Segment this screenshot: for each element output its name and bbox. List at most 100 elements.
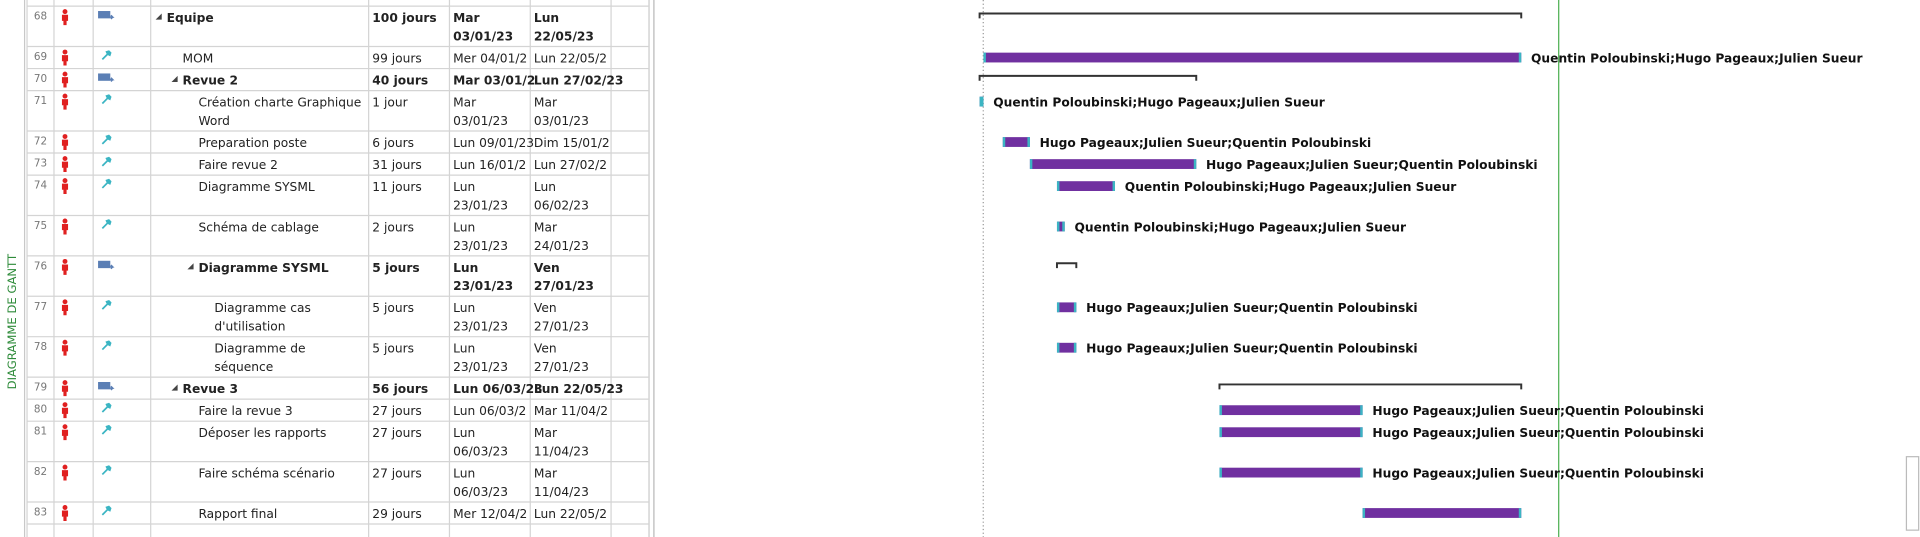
cell-text: 23/01/23 (453, 239, 508, 253)
cell-text: Lun 27/02/23 (534, 73, 624, 87)
task-row[interactable]: 81 Déposer les rapports 27 jours Lun 06/03/2… (34, 424, 589, 458)
task-row[interactable]: 77 Diagramme cas d'utilisation 5 jours Lun 23… (34, 299, 589, 334)
cell-text: 27/01/23 (534, 320, 589, 334)
task-row[interactable]: 83 Rapport final 29 jours Mer 12/04/2 Lun 22… (34, 505, 607, 521)
collapse-toggle (171, 75, 178, 83)
resource-icon (61, 183, 69, 195)
resource-icon (61, 345, 69, 356)
cell-text: Déposer les rapports (198, 426, 326, 440)
task-bar-start (1219, 405, 1222, 416)
task-bar-start (1056, 221, 1060, 232)
cell-text: 27 jours (372, 426, 421, 440)
resource-icon (62, 299, 68, 305)
cell-text: Lun 09/01/23 (453, 136, 534, 150)
row-id: 73 (34, 158, 47, 170)
resource-label: Quentin Poloubinski;Hugo Pageaux;Julien … (1125, 180, 1457, 194)
cell-text: Lun 22/05/23 (534, 382, 624, 396)
task-row[interactable]: 72 Preparation poste 6 jours Lun 09/01/23 Di… (34, 134, 610, 150)
cell-text: Dim 15/01/2 (534, 136, 610, 150)
resource-icon (61, 470, 69, 481)
resource-icon (62, 71, 68, 77)
task-row[interactable]: 82 Faire schéma scénario 27 jours Lun 06/03/… (34, 464, 589, 499)
task-bar-end (1112, 181, 1116, 191)
cell-text: Lun (534, 180, 556, 194)
cell-text: 5 jours (372, 261, 419, 275)
cell-text: Lun (453, 220, 475, 234)
resource-icon (62, 49, 68, 55)
cell-text: Lun (453, 261, 478, 275)
summary-mode-icon (98, 381, 111, 390)
cell-text: Revue 3 (183, 382, 238, 396)
cell-text: d'utilisation (214, 320, 285, 334)
task-row[interactable]: 69 MOM 99 jours Mer 04/01/2 Lun 22/05/2 (34, 49, 607, 66)
task-bar (1219, 405, 1363, 416)
resource-icon (61, 429, 69, 441)
task-bar-end (1360, 467, 1363, 478)
task-bar-end (1073, 342, 1077, 353)
task-row[interactable]: 74 Diagramme SYSML 11 jours Lun 23/01/23 Lun 0… (34, 178, 589, 212)
cell-text: 5 jours (372, 301, 414, 315)
task-bar-end (1073, 302, 1077, 313)
cell-text: 11/04/23 (534, 485, 589, 499)
scrollbar[interactable] (1905, 456, 1920, 531)
row-id: 78 (34, 341, 47, 353)
task-row[interactable]: 71 Création charte Graphique Word 1 jour Mar… (34, 93, 589, 128)
cell-text: Lun 06/03/2 (453, 404, 526, 418)
cell-text: Mer 04/01/2 (453, 51, 527, 65)
cell-text: 22/05/23 (534, 29, 594, 43)
cell-text: 27/01/23 (534, 279, 594, 293)
task-bar-end (1518, 52, 1522, 63)
cell-text: 06/03/23 (453, 485, 508, 499)
cell-text: Faire revue 2 (198, 158, 277, 172)
cell-text: 23/01/23 (453, 320, 508, 334)
cell-text: 1 jour (372, 96, 408, 110)
collapse-toggle (171, 384, 178, 391)
resource-icon (62, 218, 68, 224)
cell-text: 06/02/23 (534, 198, 589, 212)
resource-icon (62, 464, 68, 470)
cell-text: 27/01/23 (534, 360, 589, 374)
task-row[interactable]: 75 Schéma de cablage 2 jours Lun 23/01/23 Mar… (34, 218, 589, 253)
row-id: 80 (34, 404, 47, 416)
cell-text: Mar (534, 426, 558, 440)
cell-text: 23/01/23 (453, 198, 508, 212)
task-row[interactable]: 78 Diagramme de séquence 5 jours Lun 23/01/23… (34, 339, 589, 374)
resource-icon (62, 505, 68, 510)
side-strip (0, 0, 25, 537)
gantt-bars: Quentin Poloubinski;Hugo Pageaux;Julien … (978, 12, 1863, 518)
resource-icon (61, 161, 69, 173)
task-bar-end (1360, 427, 1363, 438)
cell-text: Word (198, 114, 229, 128)
task-row[interactable]: 73 Faire revue 2 31 jours Lun 16/01/2 Lun 27… (34, 156, 607, 173)
cell-text: 40 jours (372, 73, 428, 87)
cell-text: Mer 12/04/2 (453, 507, 527, 521)
collapse-toggle (187, 263, 194, 270)
summary-bar (1055, 262, 1078, 269)
cell-text: MOM (183, 51, 214, 65)
cell-text: Mar (453, 96, 477, 110)
task-bar (1362, 508, 1522, 518)
cell-text: Mar 03/01/2 (453, 73, 535, 87)
view-label: DIAGRAMME DE GANTT (5, 253, 19, 389)
task-bar (1056, 181, 1116, 191)
resource-icon (61, 139, 69, 150)
task-row[interactable]: 80 Faire la revue 3 27 jours Lun 06/03/2 Mar… (34, 402, 608, 419)
resource-icon (61, 304, 69, 316)
resource-label: Quentin Poloubinski;Hugo Pageaux;Julien … (1531, 51, 1863, 65)
task-bar-start (1056, 181, 1060, 191)
cell-text: Rapport final (198, 507, 277, 521)
row-id: 69 (34, 51, 47, 63)
cell-text: 23/01/23 (453, 360, 508, 374)
task-row[interactable]: 76 Diagramme SYSML 5 jours Lun 23/01/23 Ven 27… (34, 258, 594, 293)
cell-text: Faire schéma scénario (198, 466, 334, 480)
cell-text: Lun (453, 426, 475, 440)
cell-text: 03/01/23 (453, 114, 508, 128)
resource-icon (61, 14, 69, 26)
task-bar (1219, 467, 1363, 478)
task-row[interactable]: 68 Equipe 100 jours Mar 03/01/23 Lun 22/05/23 (34, 9, 594, 43)
resource-label: Hugo Pageaux;Julien Sueur;Quentin Poloub… (1086, 301, 1418, 315)
